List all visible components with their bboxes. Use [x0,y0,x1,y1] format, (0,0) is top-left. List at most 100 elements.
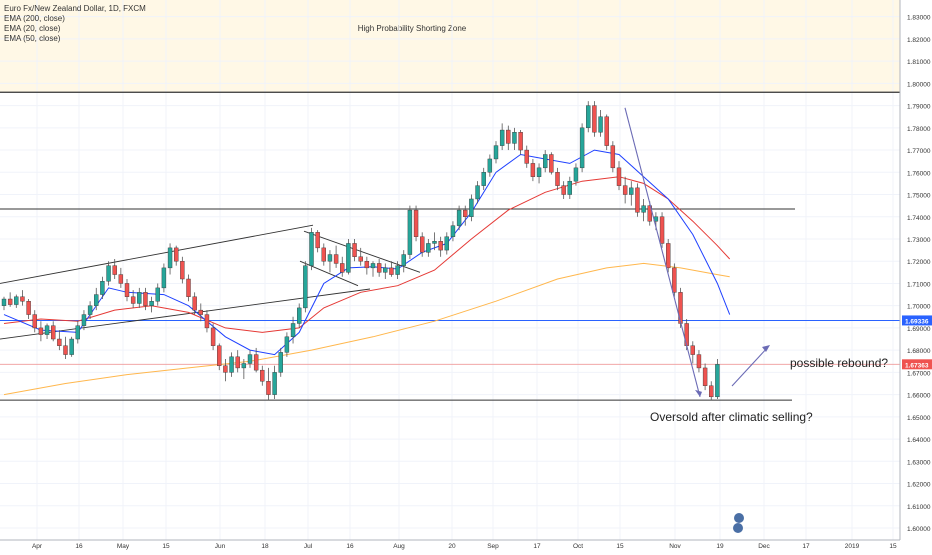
price-label-text: 1.69336 [905,318,929,325]
x-tick-label: 15 [889,543,897,550]
x-tick-label: Dec [758,543,770,550]
y-tick-label: 1.61000 [907,504,931,511]
y-tick-label: 1.65000 [907,415,931,422]
candle-body [469,198,474,217]
x-tick-label: 18 [261,543,269,550]
y-tick-label: 1.80000 [907,81,931,88]
candle-body [659,216,665,244]
candle-body [389,267,394,275]
candle-body [235,356,240,369]
candle-body [536,167,542,177]
price-label-box [902,315,932,326]
legend-ema50: EMA (50, close) [4,34,61,43]
x-tick-label: 15 [162,543,170,550]
candle-body [426,243,431,253]
candle-body [696,354,702,369]
y-tick-label: 1.70000 [907,304,931,311]
candle-body [370,263,376,269]
candle-body [592,105,597,133]
candle-body [579,127,585,169]
candle-body [358,256,363,262]
y-tick-label: 1.78000 [907,126,931,133]
candle-body [284,336,290,353]
channel-lower-line [0,288,371,340]
x-tick-label: 15 [616,543,624,550]
candle-body [32,314,37,329]
candle-body [143,292,148,306]
y-tick-label: 1.66000 [907,393,931,400]
price-label-box [902,359,932,370]
candle-body [333,254,339,264]
candle-body [217,345,222,366]
candle-body [622,185,628,195]
candle-body [309,232,314,266]
candle-body [87,305,93,315]
candle-body [186,278,191,297]
candle-body [573,167,579,182]
candle-body [481,172,486,186]
x-tick-label: Apr [32,543,43,550]
candle-body [647,205,652,222]
candle-body [518,132,523,151]
candle-body [678,292,683,324]
candle-body [364,261,370,269]
candle-body [26,301,31,315]
candle-body [561,185,566,195]
candle-body [709,385,714,398]
x-tick-label: Jul [304,543,313,550]
candle-body [327,254,333,262]
candle-body [94,294,99,306]
down-arrow-head [695,389,702,397]
chart-title: Euro Fx/New Zealand Dollar, 1D, FXCM [4,4,146,13]
candle-body [475,185,480,200]
candle-body [635,187,640,213]
x-axis-background [0,540,932,550]
up-arrow-head [762,345,770,352]
candle-body [604,116,609,146]
x-tick-label: Nov [669,543,681,550]
candle-body [1,298,7,306]
shorting-zone [0,0,900,93]
x-tick-label: Jun [215,543,226,550]
candle-body [530,163,536,177]
candle-body [63,345,68,355]
candle-body [253,354,259,371]
y-tick-label: 1.81000 [907,59,931,66]
candle-body [487,158,493,173]
x-tick-label: Aug [393,543,405,550]
candle-body [420,236,425,253]
y-tick-label: 1.69000 [907,326,931,333]
channel-upper-line [0,224,314,284]
candle-body [229,356,234,373]
candle-body [20,296,25,302]
flag-upper-line [303,230,421,273]
y-tick-label: 1.79000 [907,104,931,111]
candle-body [223,365,228,373]
y-tick-label: 1.77000 [907,148,931,155]
candle-body [395,265,400,275]
candle-body [272,372,277,395]
y-tick-label: 1.63000 [907,459,931,466]
candle-body [75,325,81,340]
candle-body [702,367,708,386]
candle-body [555,172,560,186]
y-tick-label: 1.74000 [907,215,931,222]
y-tick-label: 1.68000 [907,348,931,355]
candle-body [407,209,413,255]
oversold-annotation: Oversold after climatic selling? [650,410,813,424]
candle-body [137,292,142,304]
chart-legend: Euro Fx/New Zealand Dollar, 1D, FXCM EMA… [4,4,146,44]
y-tick-label: 1.83000 [907,15,931,22]
down-arrow-line [624,107,701,397]
candle-body [112,265,117,275]
candle-body [512,132,517,144]
candle-body [161,267,167,289]
x-tick-label: May [117,543,130,550]
candle-body [14,296,19,305]
candle-body [204,314,210,329]
legend-ema200: EMA (200, close) [4,14,65,23]
candle-body [444,236,449,251]
candle-body [641,205,646,213]
candle-body [69,338,74,355]
